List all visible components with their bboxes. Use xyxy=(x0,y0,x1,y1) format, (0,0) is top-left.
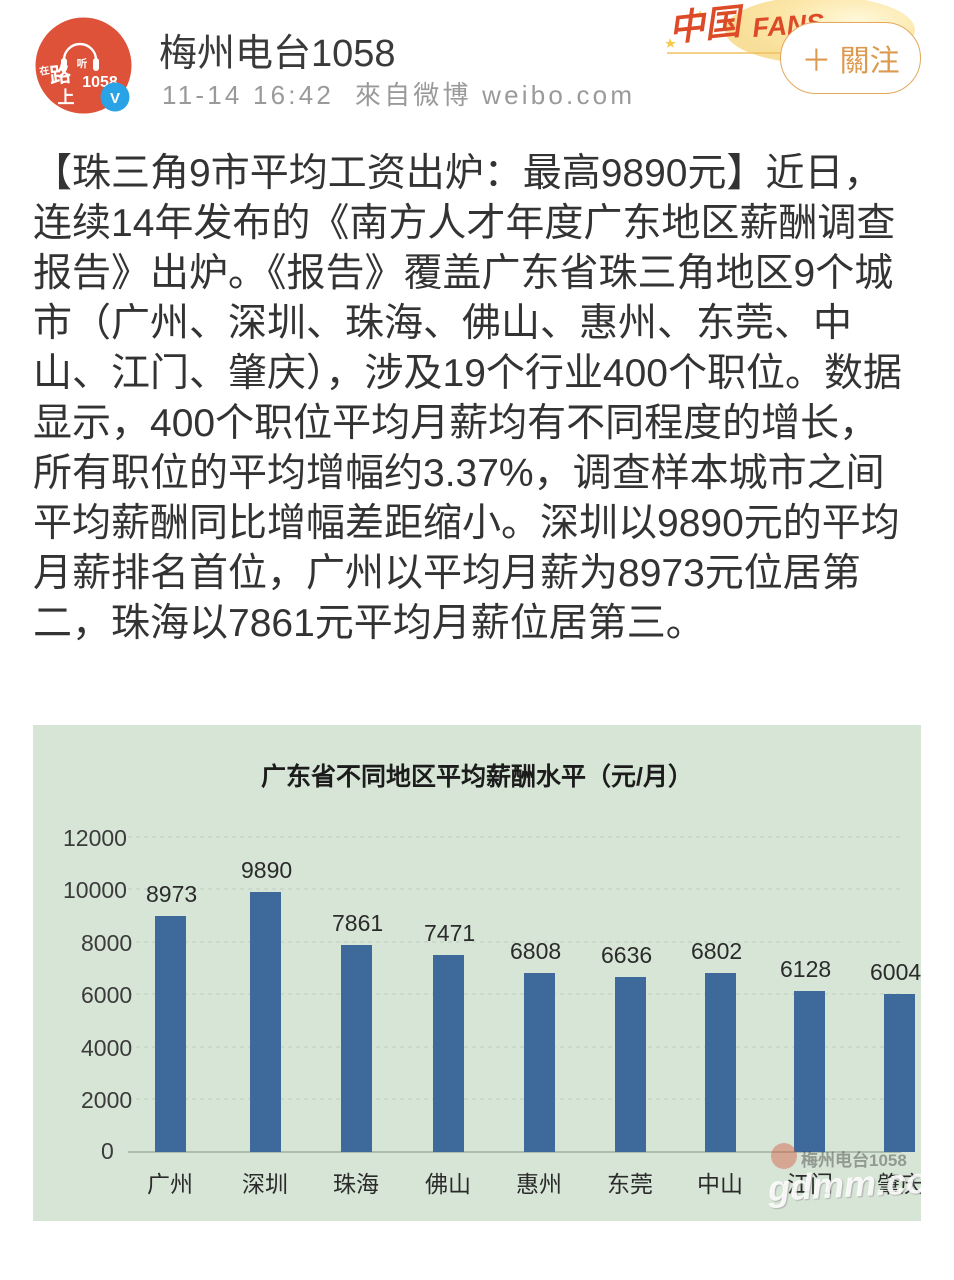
svg-text:V: V xyxy=(110,90,120,107)
svg-text:中国: 中国 xyxy=(667,1,748,49)
svg-text:听: 听 xyxy=(77,57,88,70)
svg-text:路: 路 xyxy=(49,62,73,88)
svg-text:上: 上 xyxy=(58,88,75,107)
